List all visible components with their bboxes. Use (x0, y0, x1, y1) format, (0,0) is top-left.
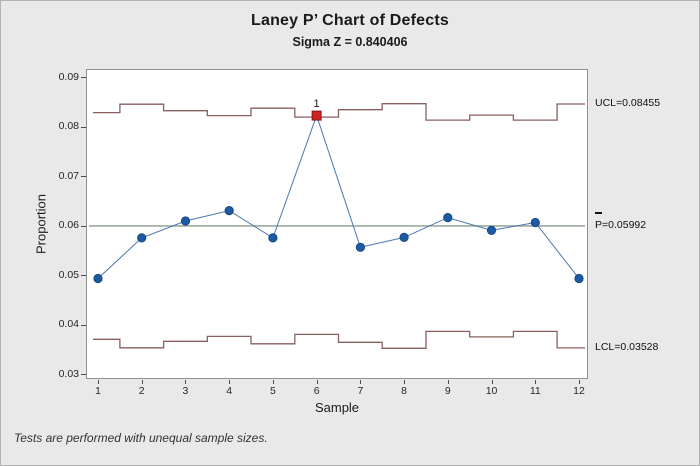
data-point[interactable] (530, 217, 540, 228)
data-point[interactable] (224, 206, 234, 216)
footnote: Tests are performed with unequal sample … (14, 431, 268, 445)
x-tick-mark (185, 380, 187, 384)
x-tick-mark (272, 380, 274, 384)
y-tick-mark (81, 126, 86, 128)
y-tick-mark (81, 324, 86, 326)
x-tick-mark (98, 380, 99, 384)
control-chart-canvas: 1 (89, 98, 585, 349)
x-tick-mark (229, 380, 231, 384)
data-point-out-of-control[interactable] (311, 110, 322, 121)
y-tick-label: 0.08 (58, 120, 79, 132)
y-tick-mark (81, 374, 86, 375)
center-line-label: P=0.05992 (595, 219, 647, 231)
y-tick-label: 0.04 (58, 318, 79, 330)
lcl-label: LCL=0.03528 (595, 341, 659, 353)
y-tick-label: 0.07 (58, 169, 79, 182)
x-tick-label: 10 (485, 385, 498, 397)
y-tick-mark (81, 275, 86, 276)
x-tick-mark (141, 380, 143, 384)
x-tick-label: 2 (138, 385, 145, 397)
out-of-control-flag: 1 (314, 98, 320, 110)
data-point[interactable] (93, 273, 103, 284)
x-tick-label: 3 (182, 385, 189, 397)
data-point[interactable] (574, 273, 584, 284)
x-tick-label: 8 (401, 385, 407, 397)
x-tick-label: 9 (444, 385, 451, 397)
x-tick-mark (491, 380, 493, 384)
x-tick-label: 4 (226, 385, 233, 397)
ucl-step-line (93, 103, 585, 121)
ucl-label: UCL=0.08455 (595, 97, 661, 109)
x-tick-mark (535, 380, 537, 384)
chart-subtitle: Sigma Z = 0.840406 (292, 35, 408, 49)
y-tick-label: 0.03 (58, 367, 79, 380)
x-tick-mark (360, 380, 362, 384)
x-tick-label: 1 (95, 385, 101, 397)
lcl-step-line (93, 330, 585, 349)
x-tick-label: 11 (529, 385, 541, 397)
data-point[interactable] (355, 242, 365, 252)
y-tick-label: 0.05 (58, 268, 79, 281)
x-tick-label: 6 (313, 385, 320, 397)
y-tick-label: 0.06 (58, 219, 79, 231)
x-axis-title: Sample (314, 400, 360, 415)
x-tick-mark (578, 380, 580, 384)
connect-line (97, 114, 580, 279)
data-point[interactable] (268, 233, 278, 243)
x-tick-label: 12 (573, 385, 585, 397)
chart-title: Laney P’ Chart of Defects (251, 12, 449, 29)
y-tick-mark (81, 225, 86, 227)
x-tick-label: 7 (357, 385, 364, 397)
data-point[interactable] (486, 225, 497, 235)
x-tick-label: 5 (269, 385, 276, 397)
y-tick-mark (81, 77, 86, 78)
data-point[interactable] (137, 233, 147, 243)
x-tick-mark (316, 380, 318, 384)
x-tick-mark (404, 380, 406, 384)
y-tick-label: 0.09 (58, 70, 79, 83)
data-point[interactable] (443, 213, 453, 223)
p-bar-overline (595, 212, 602, 214)
x-tick-mark (447, 380, 449, 384)
y-tick-mark (81, 176, 86, 177)
plot-area: 1 (86, 69, 588, 379)
data-point[interactable] (180, 216, 191, 226)
data-point[interactable] (399, 232, 409, 242)
